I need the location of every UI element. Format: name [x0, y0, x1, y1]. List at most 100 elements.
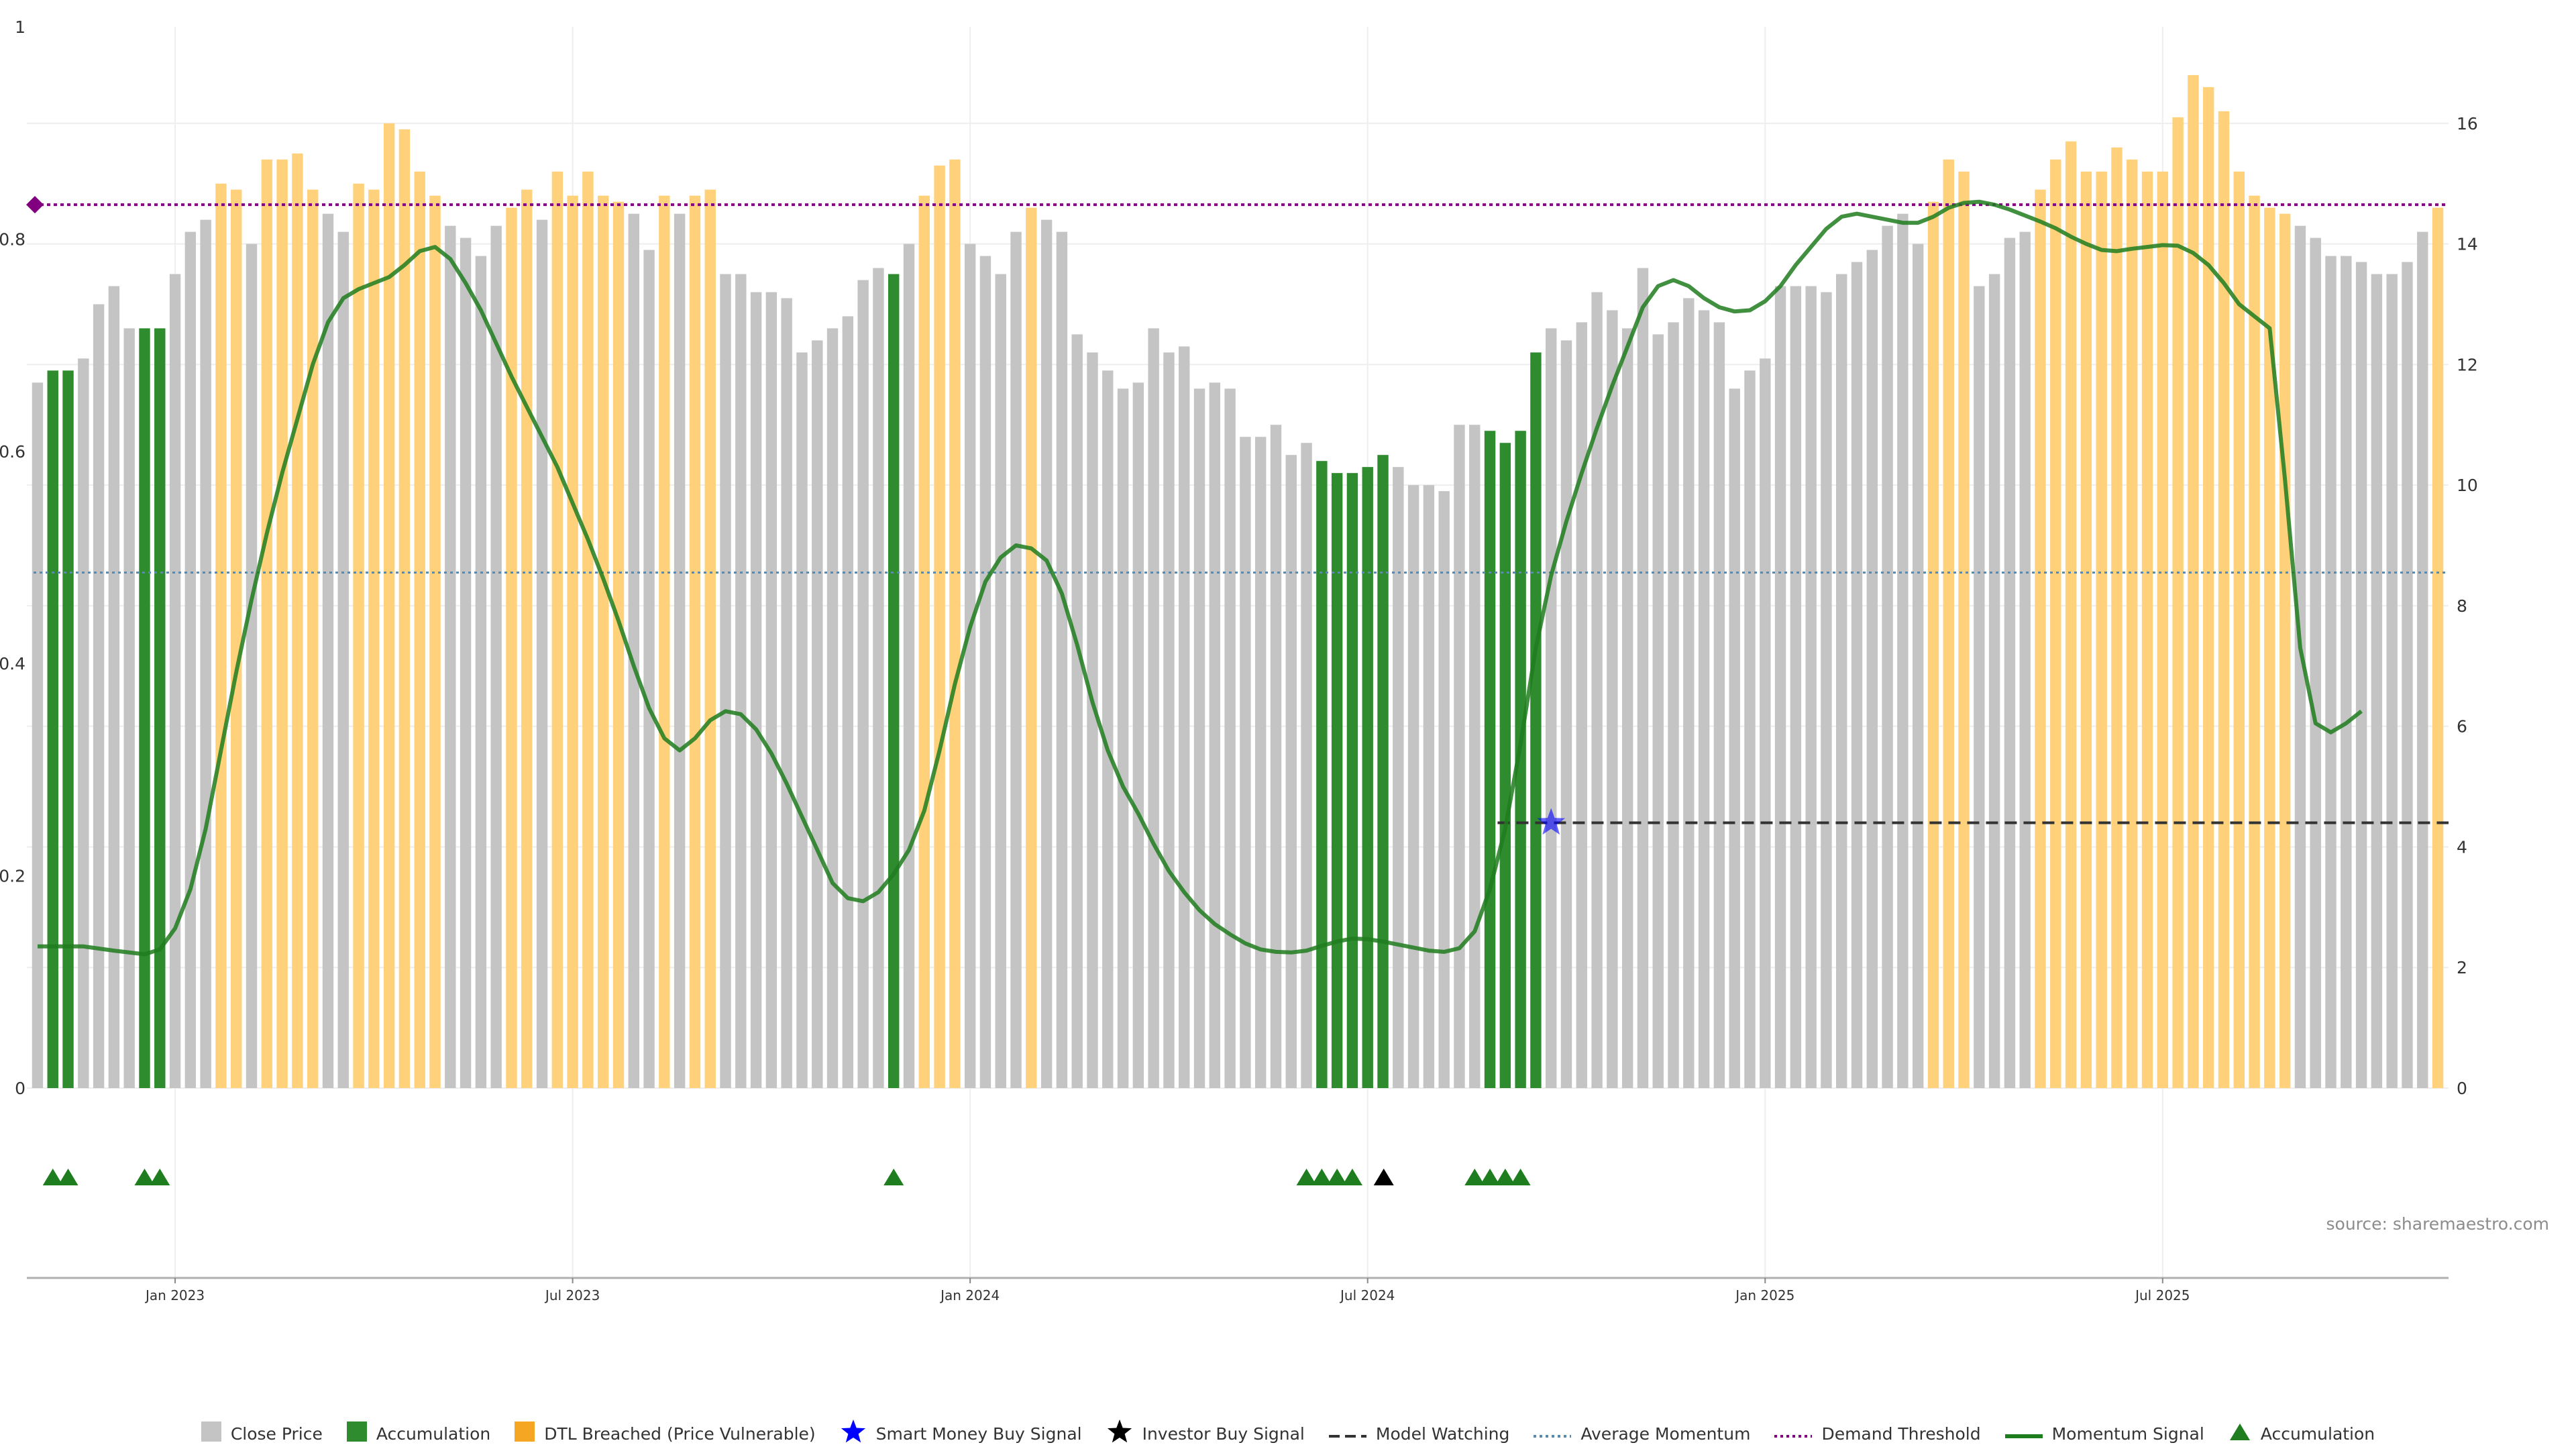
legend-item: Momentum Signal [2004, 1424, 2204, 1444]
bar-135 [2080, 171, 2092, 1088]
bar-122 [1882, 225, 1893, 1088]
bar-106 [1637, 268, 1649, 1089]
bar-44 [689, 195, 701, 1088]
bar-110 [1698, 310, 1710, 1088]
bar-49 [765, 292, 777, 1088]
bar-142 [2188, 74, 2199, 1089]
bar-68 [1056, 231, 1068, 1088]
legend-label: Close Price [230, 1424, 323, 1444]
left-tick-label: 0.4 [0, 654, 25, 674]
bar-6 [108, 286, 120, 1088]
bar-120 [1851, 262, 1863, 1088]
bar-126 [1943, 159, 1954, 1088]
bar-92 [1423, 485, 1435, 1088]
left-tick-label: 0 [15, 1079, 25, 1098]
bar-152 [2341, 256, 2352, 1089]
bar-30 [475, 256, 487, 1089]
bar-20 [322, 213, 334, 1089]
bar-91 [1407, 485, 1419, 1088]
bar-58 [903, 244, 915, 1088]
bar-74 [1148, 328, 1159, 1088]
bar-81 [1254, 437, 1267, 1088]
bar-10 [169, 274, 181, 1089]
bar-33 [521, 189, 533, 1089]
legend-label: Model Watching [1375, 1424, 1510, 1444]
bar-96 [1484, 431, 1496, 1088]
bar-83 [1285, 455, 1297, 1088]
bar-14 [231, 189, 242, 1089]
x-tick-label: Jul 2024 [1339, 1287, 1395, 1303]
bar-15 [246, 244, 258, 1088]
bar-128 [1974, 286, 1985, 1088]
right-tick-label: 6 [2457, 717, 2467, 737]
legend-label: Investor Buy Signal [1142, 1424, 1305, 1444]
legend-item: Investor Buy Signal [1106, 1418, 1305, 1449]
bar-38 [597, 195, 609, 1088]
bar-24 [383, 123, 395, 1089]
accumulation-marker [1480, 1169, 1501, 1185]
bar-130 [2004, 237, 2016, 1088]
bar-118 [1821, 292, 1832, 1088]
bar-150 [2310, 237, 2321, 1088]
bar-47 [735, 274, 747, 1089]
legend-swatch [1328, 1424, 1366, 1444]
source-credit: source: sharemaestro.com [2326, 1214, 2550, 1234]
bar-5 [93, 304, 105, 1088]
x-tick-label: Jan 2024 [939, 1287, 1000, 1303]
bar-32 [506, 207, 517, 1089]
bar-79 [1224, 388, 1236, 1089]
legend-swatch [1534, 1424, 1572, 1444]
right-tick-label: 2 [2457, 958, 2467, 977]
bar-157 [2417, 231, 2428, 1088]
legend-item: Smart Money Buy Signal [840, 1418, 1082, 1449]
legend-swatch [1774, 1424, 1813, 1444]
bar-19 [307, 189, 319, 1089]
bar-114 [1760, 358, 1771, 1088]
bar-80 [1240, 437, 1251, 1088]
legend-swatch [840, 1418, 867, 1449]
legend-label: Average Momentum [1580, 1424, 1751, 1444]
bar-109 [1683, 298, 1695, 1088]
bar-82 [1270, 425, 1282, 1088]
bar-9 [154, 328, 166, 1088]
legend-swatch [1106, 1418, 1133, 1449]
bar-53 [826, 328, 839, 1088]
bar-90 [1393, 467, 1404, 1088]
bar-13 [215, 183, 227, 1088]
bar-103 [1591, 292, 1603, 1088]
bar-45 [704, 189, 716, 1089]
bar-111 [1713, 322, 1725, 1089]
bar-145 [2233, 171, 2245, 1088]
bar-113 [1744, 370, 1756, 1088]
legend-item: Accumulation [2229, 1421, 2375, 1446]
legend-label: Momentum Signal [2051, 1424, 2204, 1444]
legend-label: DTL Breached (Price Vulnerable) [544, 1424, 816, 1444]
bar-7 [123, 328, 135, 1088]
bar-125 [1927, 201, 1939, 1089]
bar-131 [2019, 231, 2031, 1088]
legend-item: Average Momentum [1534, 1424, 1750, 1444]
bar-1 [32, 382, 44, 1088]
bar-84 [1301, 443, 1312, 1088]
bar-3 [62, 370, 74, 1088]
bar-61 [949, 159, 961, 1088]
accumulation-marker [1342, 1169, 1362, 1185]
bar-107 [1652, 334, 1664, 1089]
bar-95 [1469, 425, 1481, 1088]
legend-label: Accumulation [2260, 1424, 2375, 1444]
bar-67 [1040, 219, 1053, 1088]
bar-60 [934, 165, 945, 1088]
bar-116 [1790, 286, 1802, 1088]
bar-115 [1774, 286, 1786, 1088]
bar-155 [2386, 274, 2398, 1089]
bar-46 [720, 274, 731, 1089]
bar-94 [1454, 425, 1465, 1088]
legend-swatch [346, 1421, 367, 1446]
accumulation-marker [1495, 1169, 1515, 1185]
bar-34 [536, 219, 548, 1088]
smart-money-buy-star [1537, 808, 1566, 835]
legend: Close Price Accumulation DTL Breached (Pri… [0, 1418, 2576, 1449]
accumulation-marker [150, 1169, 170, 1185]
bar-93 [1438, 491, 1450, 1088]
bar-144 [2218, 111, 2230, 1088]
